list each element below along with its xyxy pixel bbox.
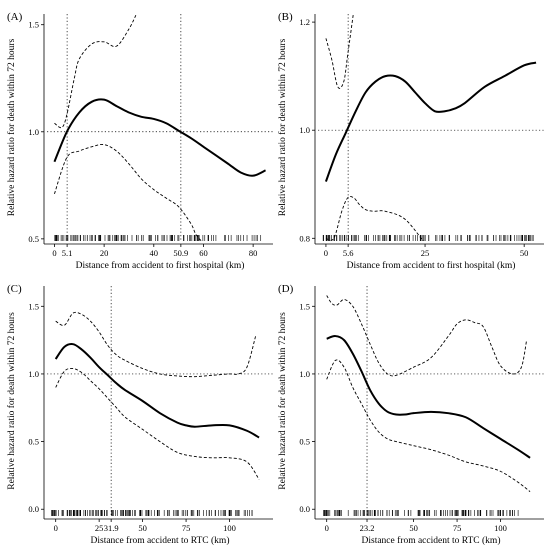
x-tick-label: 0 [324, 248, 328, 258]
x-tick-label: 0 [325, 523, 329, 533]
x-tick-label: 40 [150, 248, 159, 258]
y-tick-label: 1.0 [28, 127, 39, 137]
upper-ci-curve [325, 14, 354, 89]
lower-ci-curve [325, 196, 424, 241]
panel-label: (C) [7, 283, 22, 295]
y-tick-label: 0.5 [299, 437, 310, 447]
x-tick-label: 0 [54, 523, 58, 533]
lower-ci-curve [326, 359, 531, 493]
x-axis-title: Distance from accident to first hospital… [347, 260, 516, 271]
x-tick-label: 5.6 [343, 248, 354, 258]
x-tick-label: 75 [182, 523, 191, 533]
x-axis-title: Distance from accident to RTC (km) [362, 535, 501, 545]
panel-b: (B) 0.8 1.0 1.2 0 5.6 25 50 Distance from accide… [277, 11, 544, 271]
panel-c: (C) 0.0 0.5 1.0 1.5 0 25 31.9 50 75 100 Distance fr… [6, 283, 273, 545]
x-tick-label: 31.9 [104, 523, 119, 533]
y-axis-title: Relative hazard ratio for death within 7… [6, 312, 17, 490]
x-tick-label: 0 [52, 248, 56, 258]
y-tick-label: 1.0 [28, 369, 39, 379]
y-tick-label: 0.5 [28, 437, 39, 447]
y-tick-label: 1.0 [299, 369, 310, 379]
x-tick-label: 50 [138, 523, 147, 533]
y-tick-label: 1.2 [299, 17, 310, 27]
y-axis-title: Relative hazard ratio for death within 7… [277, 312, 288, 490]
x-tick-label: 50.9 [173, 248, 188, 258]
lower-ci-curve [55, 367, 260, 480]
y-tick-label: 1.5 [28, 301, 39, 311]
panel-a: (A) 0.5 1.0 1.5 0 5.1 20 40 50.9 60 80 Distance fro… [6, 11, 273, 271]
panel-label: (D) [278, 283, 294, 295]
lower-ci-curve [54, 144, 203, 241]
x-tick-label: 5.1 [62, 248, 73, 258]
x-tick-label: 100 [494, 523, 507, 533]
x-axis-title: Distance from accident to RTC (km) [91, 535, 230, 545]
hazard-ratio-curve [54, 343, 260, 439]
panel-label: (B) [278, 11, 293, 23]
y-tick-label: 0.0 [28, 504, 39, 514]
y-tick-label: 0.0 [299, 504, 310, 514]
panel-d: (D) 0.0 0.5 1.0 1.5 0 23.2 50 75 100 Distance from… [277, 283, 544, 545]
x-tick-label: 25 [421, 248, 430, 258]
upper-ci-curve [55, 311, 257, 378]
y-tick-label: 0.5 [28, 234, 39, 244]
hazard-ratio-curve [53, 98, 266, 177]
x-tick-label: 50 [520, 248, 529, 258]
x-axis-title: Distance from accident to first hospital… [76, 260, 245, 271]
x-tick-label: 23.2 [360, 523, 375, 533]
panel-label: (A) [7, 11, 23, 23]
x-tick-label: 75 [453, 523, 462, 533]
hazard-ratio-curve [324, 61, 537, 182]
upper-ci-curve [326, 295, 528, 377]
y-tick-label: 0.8 [299, 233, 310, 243]
y-tick-label: 1.5 [28, 20, 39, 30]
y-axis-title: Relative hazard ratio for death within 7… [6, 38, 17, 216]
y-tick-label: 1.5 [299, 301, 310, 311]
upper-ci-curve [54, 14, 137, 129]
x-tick-label: 100 [223, 523, 236, 533]
x-tick-label: 60 [199, 248, 208, 258]
y-axis-title: Relative hazard ratio for death within 7… [277, 38, 288, 216]
x-tick-label: 25 [95, 523, 104, 533]
hazard-ratio-curve [326, 335, 531, 459]
x-tick-label: 80 [249, 248, 258, 258]
x-tick-label: 50 [409, 523, 418, 533]
x-tick-label: 20 [100, 248, 109, 258]
y-tick-label: 1.0 [299, 125, 310, 135]
